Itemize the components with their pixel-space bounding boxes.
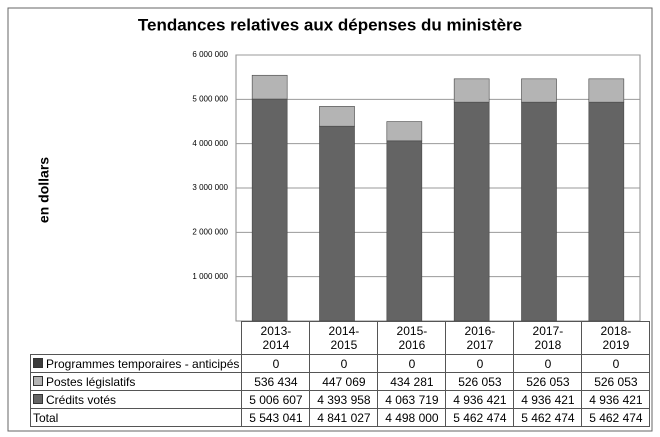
- legend-label: Crédits votés: [46, 392, 117, 407]
- total-value: 5 462 474: [581, 408, 651, 427]
- table-value: 4 063 719: [377, 390, 447, 409]
- bar-segment: [453, 101, 490, 322]
- legend-label: Programmes temporaires - anticipés: [46, 356, 240, 371]
- table-value: 434 281: [377, 372, 447, 391]
- bar-segment: [319, 125, 355, 322]
- table-value: 526 053: [581, 372, 651, 391]
- x-tick-label: 2014-2015: [328, 324, 360, 352]
- legend-cell: Crédits votés: [29, 390, 243, 409]
- legend-swatch: [33, 357, 43, 368]
- total-value: 5 462 474: [513, 408, 583, 427]
- table-header-cell: 2014-2015: [309, 321, 379, 355]
- x-tick-label: 2016-2017: [464, 324, 496, 352]
- bar-segment: [386, 140, 423, 322]
- table-header-cell: 2016-2017: [445, 321, 515, 355]
- y-tick-label: 3 000 000: [192, 183, 228, 192]
- outer-border: [7, 7, 653, 432]
- table-value: 0: [241, 354, 311, 373]
- table-value: 4 936 421: [581, 390, 651, 409]
- table-header-cell: 2013-2014: [241, 321, 311, 355]
- bar-segment: [386, 121, 423, 142]
- table-value: 4 393 958: [309, 390, 379, 409]
- table-value: 4 936 421: [445, 390, 515, 409]
- y-tick-label: 1 000 000: [192, 272, 228, 281]
- table-value: 4 936 421: [513, 390, 583, 409]
- y-tick-label: 5 000 000: [192, 94, 228, 103]
- table-corner: [30, 321, 243, 355]
- total-value: 5 543 041: [241, 408, 311, 427]
- table-value: 536 434: [241, 372, 311, 391]
- bar-segment: [521, 78, 557, 103]
- bar-segment: [319, 106, 355, 127]
- y-axis-label: en dollars: [36, 157, 52, 223]
- bar-segment: [588, 78, 625, 103]
- y-tick-label: 6 000 000: [192, 50, 228, 59]
- table-value: 5 006 607: [241, 390, 311, 409]
- y-tick-label: 2 000 000: [192, 227, 228, 236]
- total-label: Total: [29, 408, 243, 427]
- table-header-cell: 2017-2018: [513, 321, 583, 355]
- chart-title: Tendances relatives aux dépenses du mini…: [138, 15, 522, 34]
- table-header-cell: 2018-2019: [581, 321, 651, 355]
- bar-segment: [588, 101, 625, 322]
- table-value: 0: [377, 354, 447, 373]
- total-value: 4 498 000: [377, 408, 447, 427]
- table-value: 0: [445, 354, 515, 373]
- table-value: 0: [581, 354, 651, 373]
- x-tick-label: 2013-2014: [260, 324, 292, 352]
- legend-label: Postes législatifs: [46, 374, 136, 389]
- legend-cell: Postes législatifs: [29, 372, 243, 391]
- table-value: 0: [309, 354, 379, 373]
- legend-swatch: [33, 375, 43, 386]
- legend-cell: Programmes temporaires - anticipés: [29, 354, 243, 373]
- x-tick-label: 2017-2018: [532, 324, 564, 352]
- table-value: 447 069: [309, 372, 379, 391]
- table-header-cell: 2015-2016: [377, 321, 447, 355]
- bar-segment: [453, 78, 490, 103]
- table-value: 526 053: [445, 372, 515, 391]
- y-tick-label: 4 000 000: [192, 139, 228, 148]
- data-table: 2013-2014 2014-2015 2015-2016 2016-2017 2017…: [29, 321, 651, 427]
- x-tick-label: 2015-2016: [396, 324, 428, 352]
- bar-segment: [251, 74, 288, 100]
- table-value: 0: [513, 354, 583, 373]
- bar-segment: [521, 101, 557, 322]
- legend-swatch: [33, 393, 43, 404]
- total-value: 4 841 027: [309, 408, 379, 427]
- table-value: 526 053: [513, 372, 583, 391]
- bar-segment: [251, 98, 288, 322]
- x-tick-label: 2018-2019: [600, 324, 632, 352]
- total-value: 5 462 474: [445, 408, 515, 427]
